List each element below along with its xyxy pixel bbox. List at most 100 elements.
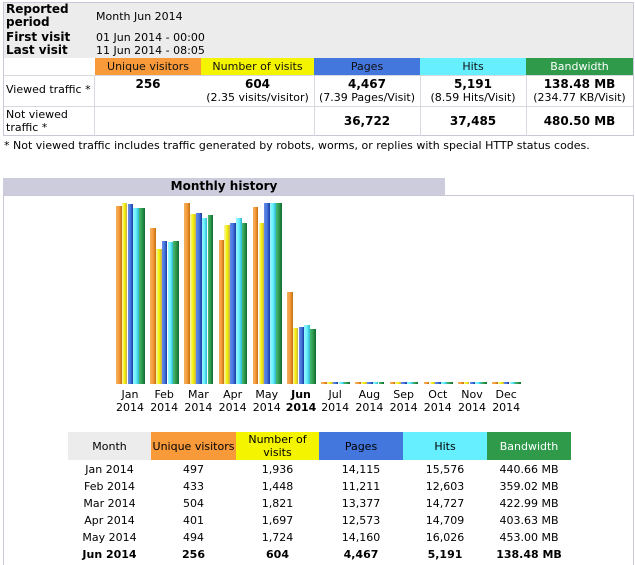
viewed-visits: 604 xyxy=(244,77,271,91)
th-month: Month xyxy=(68,432,151,460)
col-unique-visitors: Unique visitors xyxy=(95,58,201,75)
bar-pages-oct xyxy=(435,382,441,384)
bar-hits-mar xyxy=(201,218,208,384)
bar-pages-jun xyxy=(298,327,305,384)
month-label-year: 2014 xyxy=(389,401,418,414)
bar-visits-dec xyxy=(498,382,504,384)
th-number-of-visits: Number of visits xyxy=(236,432,319,460)
bar-unique-dec xyxy=(492,382,498,384)
month-label-year: 2014 xyxy=(492,401,521,414)
bar-visits-oct xyxy=(429,382,436,384)
cell-bandwidth: 422.99 MB xyxy=(499,497,559,510)
cell-hits: 14,727 xyxy=(425,497,465,510)
viewed-hits-sub: (8.59 Hits/Visit) xyxy=(430,91,516,104)
not-viewed-pages: 36,722 xyxy=(343,114,391,128)
divider xyxy=(420,75,421,136)
divider xyxy=(94,75,95,136)
cell-month: Mar 2014 xyxy=(83,497,136,510)
col-pages: Pages xyxy=(314,58,420,75)
cell-month: Jan 2014 xyxy=(85,463,134,476)
cell-bandwidth: 138.48 MB xyxy=(496,548,562,561)
bar-hits-nov xyxy=(475,382,481,384)
bar-visits-aug xyxy=(361,382,367,384)
viewed-bandwidth-sub: (234.77 KB/Visit) xyxy=(533,91,626,104)
month-label-dec: Dec 2014 xyxy=(488,388,524,414)
bar-visits-apr xyxy=(224,225,230,384)
bar-bandwidth-nov xyxy=(481,382,487,384)
bar-unique-jan xyxy=(116,206,122,384)
cell-bandwidth: 453.00 MB xyxy=(499,531,559,544)
bar-unique-oct xyxy=(423,382,430,384)
month-label-name: Jul xyxy=(328,388,342,401)
month-label-name: Sep xyxy=(393,388,414,401)
bar-pages-nov xyxy=(469,382,476,384)
month-label-oct: Oct 2014 xyxy=(420,388,456,414)
reported-period-value: Month Jun 2014 xyxy=(96,10,183,23)
cell-visits: 1,448 xyxy=(261,480,294,493)
month-label-mar: Mar 2014 xyxy=(180,388,216,414)
month-label-year: 2014 xyxy=(252,401,281,414)
bar-bandwidth-jun xyxy=(310,329,316,384)
bar-visits-sep xyxy=(395,382,401,384)
month-label-sep: Sep 2014 xyxy=(386,388,422,414)
bar-pages-feb xyxy=(161,241,168,384)
bar-hits-dec xyxy=(509,382,516,384)
bar-bandwidth-oct xyxy=(447,382,453,384)
bar-unique-jun xyxy=(287,292,293,384)
month-label-name: Dec xyxy=(495,388,517,401)
col-bandwidth: Bandwidth xyxy=(526,58,633,75)
first-visit-label: First visit xyxy=(6,30,71,44)
month-label-may: May 2014 xyxy=(249,388,285,414)
bar-visits-jul xyxy=(327,382,333,384)
not-viewed-bandwidth: 480.50 MB xyxy=(543,114,616,128)
bar-hits-jul xyxy=(338,382,345,384)
cell-pages: 14,115 xyxy=(341,463,381,476)
bar-hits-jun xyxy=(304,325,310,384)
cell-bandwidth: 359.02 MB xyxy=(499,480,559,493)
month-label-name: Nov xyxy=(461,388,483,401)
month-label-year: 2014 xyxy=(116,401,144,414)
col-number-of-visits: Number of visits xyxy=(201,58,314,75)
bar-visits-jan xyxy=(121,203,128,384)
viewed-pages: 4,467 xyxy=(348,77,386,91)
cell-hits: 12,603 xyxy=(425,480,465,493)
viewed-bandwidth: 138.48 MB xyxy=(543,77,616,91)
cell-month: Apr 2014 xyxy=(84,514,135,527)
month-label-year: 2014 xyxy=(184,401,213,414)
month-label-jun: Jun 2014 xyxy=(283,388,319,414)
cell-month: May 2014 xyxy=(82,531,137,544)
bar-unique-aug xyxy=(355,382,361,384)
cell-visits: 1,821 xyxy=(261,497,294,510)
bar-visits-may xyxy=(258,223,265,384)
cell-unique: 504 xyxy=(183,497,204,510)
bar-bandwidth-dec xyxy=(515,382,521,384)
cell-visits: 1,724 xyxy=(261,531,294,544)
first-visit-value: 01 Jun 2014 - 00:00 xyxy=(96,31,205,44)
bar-hits-aug xyxy=(372,382,379,384)
not-viewed-traffic-label: Not viewed traffic * xyxy=(6,108,68,134)
month-label-year: 2014 xyxy=(321,401,350,414)
viewed-traffic-label: Viewed traffic * xyxy=(6,83,91,96)
month-label-name: Mar xyxy=(188,388,209,401)
last-visit-value: 11 Jun 2014 - 08:05 xyxy=(96,44,205,57)
bar-bandwidth-aug xyxy=(378,382,385,384)
divider xyxy=(4,106,633,107)
month-label-year: 2014 xyxy=(458,401,486,414)
bar-pages-may xyxy=(264,203,270,384)
bar-hits-apr xyxy=(236,218,242,384)
bar-pages-apr xyxy=(230,223,236,384)
month-label-year: 2014 xyxy=(423,401,452,414)
month-label-name: May xyxy=(255,388,279,401)
month-label-nov: Nov 2014 xyxy=(454,388,490,414)
divider xyxy=(4,75,633,76)
month-label-feb: Feb 2014 xyxy=(146,388,182,414)
bar-unique-mar xyxy=(184,203,190,384)
reported-period-label: Reported period xyxy=(6,2,69,29)
month-label-aug: Aug 2014 xyxy=(351,388,387,414)
cell-unique: 494 xyxy=(183,531,204,544)
monthly-history-panel xyxy=(3,195,634,565)
bar-pages-jul xyxy=(332,382,339,384)
month-label-jul: Jul 2014 xyxy=(317,388,353,414)
cell-visits: 1,936 xyxy=(261,463,294,476)
bar-unique-apr xyxy=(218,240,225,384)
